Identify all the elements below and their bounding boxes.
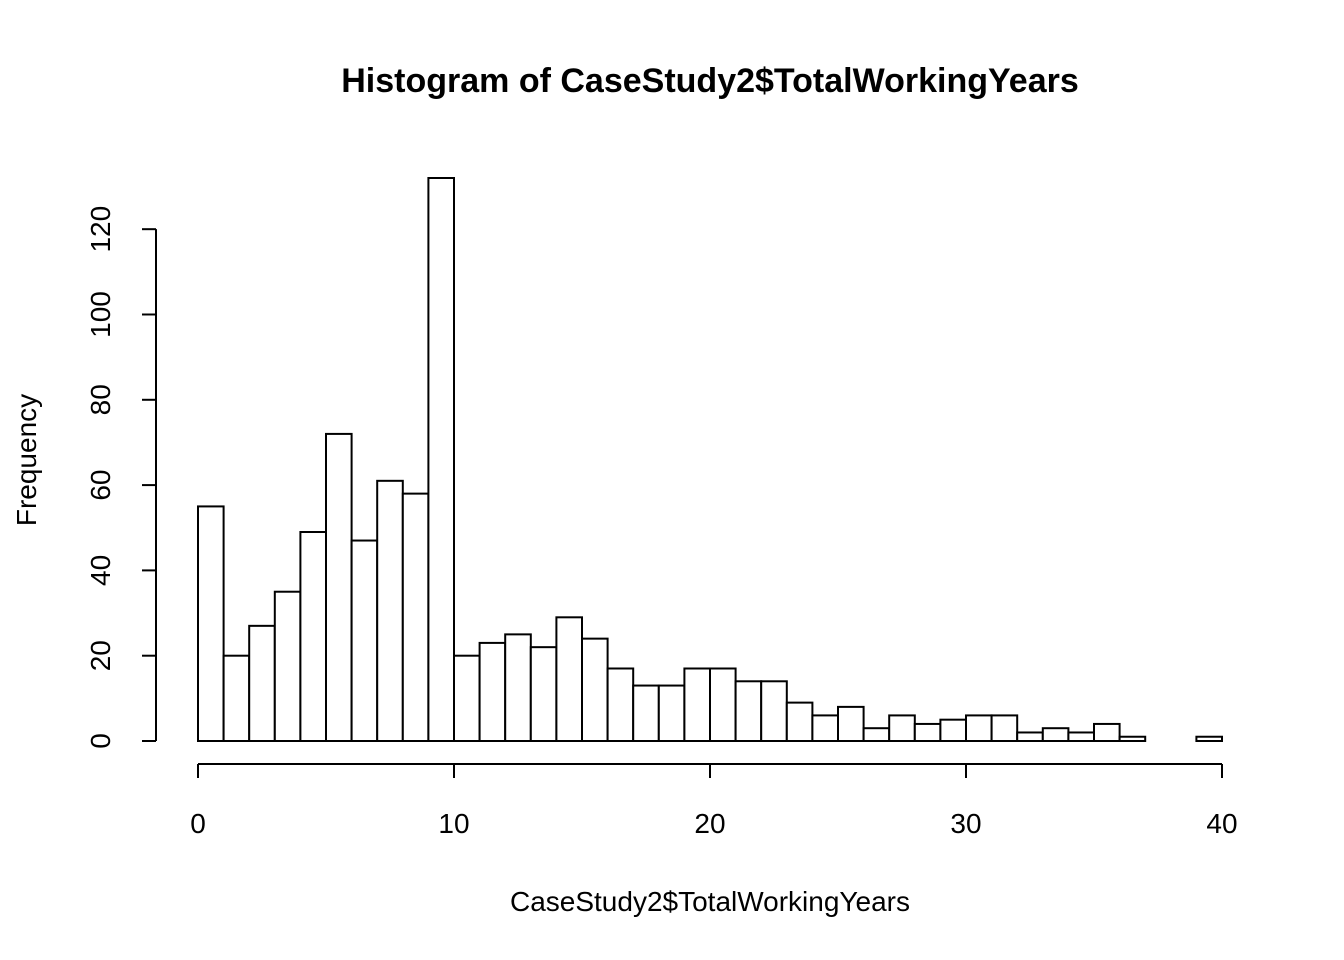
y-tick-label: 100 — [85, 291, 116, 338]
bars-group — [197, 177, 1224, 743]
histogram-bar — [427, 177, 455, 742]
histogram-bar — [811, 714, 840, 743]
histogram-bar — [401, 492, 430, 742]
x-tick-label: 30 — [950, 808, 981, 839]
y-tick-label: 120 — [85, 206, 116, 253]
histogram-bar — [606, 667, 635, 743]
histogram-bar — [1195, 735, 1224, 743]
histogram-bar — [299, 531, 327, 742]
histogram-bar — [734, 680, 763, 743]
x-tick-label: 0 — [190, 808, 206, 839]
histogram-bar — [555, 616, 584, 742]
histogram-bar — [529, 646, 558, 743]
y-tick-label: 80 — [85, 384, 116, 415]
y-tick-label: 20 — [85, 640, 116, 671]
histogram-bar — [1093, 722, 1121, 742]
y-tick-label: 40 — [85, 555, 116, 586]
chart-title: Histogram of CaseStudy2$TotalWorkingYear… — [341, 62, 1079, 100]
x-tick-label: 40 — [1206, 808, 1237, 839]
histogram-bar — [965, 714, 993, 743]
histogram-bar — [222, 654, 251, 742]
y-axis-label: Frequency — [11, 394, 42, 526]
histogram-bar — [760, 680, 788, 743]
histogram-bar — [248, 624, 276, 742]
histogram-bar — [632, 684, 660, 743]
histogram-bar — [862, 727, 891, 742]
histogram-bar — [785, 701, 814, 743]
y-tick-label: 0 — [85, 733, 116, 749]
histogram-bar — [478, 641, 507, 742]
histogram-bar — [1041, 727, 1070, 742]
histogram-bar — [888, 714, 916, 743]
histogram-bar — [1118, 735, 1147, 743]
histogram-bar — [657, 684, 686, 743]
x-axis-label: CaseStudy2$TotalWorkingYears — [510, 886, 910, 917]
histogram-bar — [197, 505, 225, 742]
histogram-bar — [913, 722, 942, 742]
histogram-bar — [939, 718, 968, 743]
histogram-bar — [273, 590, 302, 743]
histogram-bar — [581, 637, 609, 742]
histogram-bar — [709, 667, 737, 743]
x-tick-label: 20 — [694, 808, 725, 839]
histogram-bar — [1067, 731, 1096, 743]
y-tick-label: 60 — [85, 470, 116, 501]
histogram-bar — [990, 714, 1019, 743]
histogram-bar — [504, 633, 532, 742]
histogram-bar — [1016, 731, 1044, 743]
histogram-bar — [376, 479, 404, 742]
x-axis: 0 10 20 30 40 — [190, 763, 1238, 839]
histogram-bar — [837, 705, 865, 742]
x-tick-label: 10 — [438, 808, 469, 839]
histogram-bar — [683, 667, 712, 743]
histogram-bar — [350, 539, 379, 743]
histogram-bar — [325, 432, 353, 742]
histogram-bar — [453, 654, 481, 742]
y-axis: 0 20 40 60 80 100 120 — [85, 206, 157, 749]
